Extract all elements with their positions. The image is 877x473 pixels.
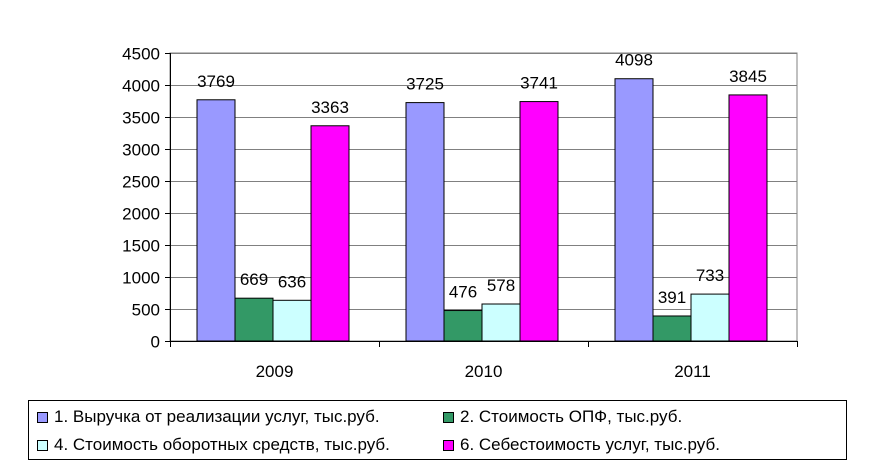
legend-swatch-revenue: [37, 411, 48, 423]
bar-2009-series-2: [234, 297, 274, 342]
legend-item-cost: 6. Себестоимость услуг, тыс.руб.: [443, 435, 720, 455]
bar-2010-series-2: [443, 310, 483, 342]
data-label: 3845: [729, 67, 767, 86]
y-tick-label: 1000: [122, 269, 160, 288]
bar-2009-series-4: [310, 125, 350, 342]
data-label: 391: [658, 288, 686, 307]
legend-label-cost: 6. Себестоимость услуг, тыс.руб.: [460, 435, 720, 454]
bar-2011-series-4: [728, 94, 768, 342]
y-tick-label: 0: [151, 333, 160, 352]
bar-2009-series-3: [272, 299, 312, 342]
legend-swatch-current-assets: [37, 439, 48, 451]
bar-2010-series-1: [405, 102, 445, 342]
y-tick-label: 1500: [122, 237, 160, 256]
x-tick-label: 2011: [674, 362, 711, 381]
x-tick-label: 2009: [256, 362, 294, 381]
bar-2010-series-4: [519, 101, 559, 342]
y-tick-label: 500: [132, 301, 160, 320]
legend-item-current-assets: 4. Стоимость оборотных средств, тыс.руб.: [37, 435, 390, 455]
y-tick-label: 4500: [122, 45, 160, 64]
x-tick-label: 2010: [465, 362, 503, 381]
legend: 1. Выручка от реализации услуг, тыс.руб.…: [28, 400, 847, 460]
legend-item-fixed-assets: 2. Стоимость ОПФ, тыс.руб.: [443, 407, 682, 427]
data-label: 669: [240, 270, 268, 289]
bar-2010-series-3: [481, 303, 521, 342]
y-tick-label: 3500: [122, 109, 160, 128]
data-label: 636: [278, 272, 306, 291]
data-label: 3741: [520, 74, 558, 93]
y-tick-label: 2500: [122, 173, 160, 192]
y-tick-label: 2000: [122, 205, 160, 224]
data-label: 3363: [311, 98, 349, 117]
y-tick-label: 3000: [122, 141, 160, 160]
data-label: 3725: [406, 75, 444, 94]
plot-area: [169, 52, 798, 342]
legend-swatch-fixed-assets: [443, 411, 454, 423]
bar-2011-series-3: [690, 293, 730, 342]
y-tick-label: 4000: [122, 77, 160, 96]
bar-2011-series-1: [614, 78, 654, 342]
legend-swatch-cost: [443, 439, 454, 451]
data-label: 733: [696, 266, 724, 285]
data-label: 578: [487, 276, 515, 295]
legend-label-fixed-assets: 2. Стоимость ОПФ, тыс.руб.: [460, 407, 683, 426]
data-label: 4098: [615, 51, 653, 70]
bar-chart: 0 500 1000 1500 2000 2500 3000 3500 4000 4500 2009…: [122, 45, 798, 381]
bar-2009-series-1: [196, 99, 236, 342]
legend-label-revenue: 1. Выручка от реализации услуг, тыс.руб.: [54, 407, 380, 426]
data-label: 476: [449, 283, 477, 302]
data-label: 3769: [197, 72, 235, 91]
legend-item-revenue: 1. Выручка от реализации услуг, тыс.руб.: [37, 407, 380, 427]
bar-2011-series-2: [652, 315, 692, 342]
legend-label-current-assets: 4. Стоимость оборотных средств, тыс.руб.: [54, 435, 390, 454]
